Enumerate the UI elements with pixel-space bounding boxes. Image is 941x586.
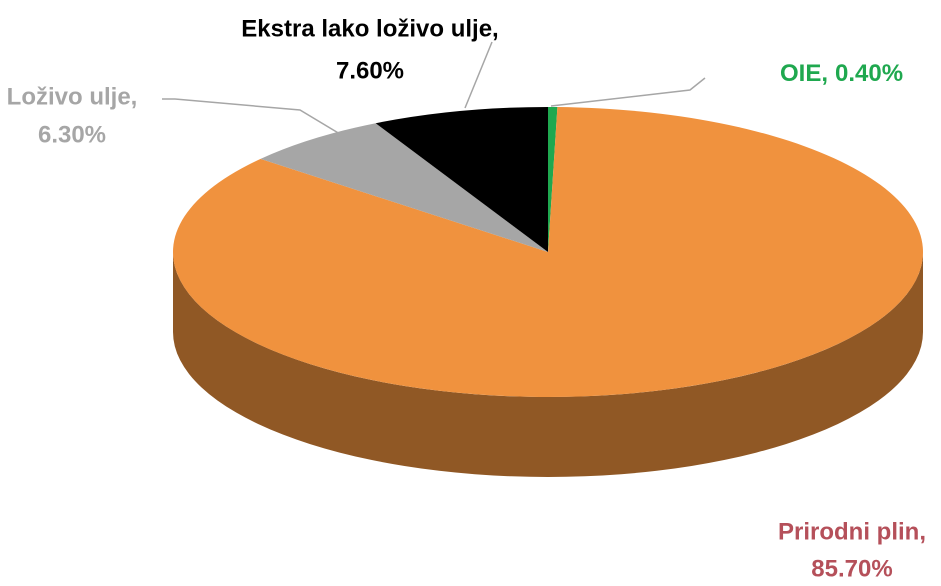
- value-label: 7.60%: [336, 57, 404, 84]
- slice: [548, 107, 558, 252]
- leader-line: [162, 98, 346, 138]
- slice-side: [173, 252, 923, 477]
- leader-line: [464, 41, 493, 109]
- category-label: Ekstra lako loživo ulje,: [241, 15, 498, 42]
- slice: [375, 107, 548, 252]
- slice: [260, 123, 548, 252]
- value-label: 0.40%: [835, 60, 903, 87]
- value-label: 6.30%: [38, 121, 106, 148]
- category-label: Prirodni plin,: [778, 518, 926, 545]
- category-label: Loživo ulje,: [7, 83, 138, 110]
- category-label: OIE,: [780, 60, 828, 87]
- leader-line: [550, 77, 706, 107]
- data-label: OIE, 0.40%: [780, 60, 903, 87]
- value-label: 85.70%: [811, 555, 892, 581]
- slice: [172, 107, 923, 398]
